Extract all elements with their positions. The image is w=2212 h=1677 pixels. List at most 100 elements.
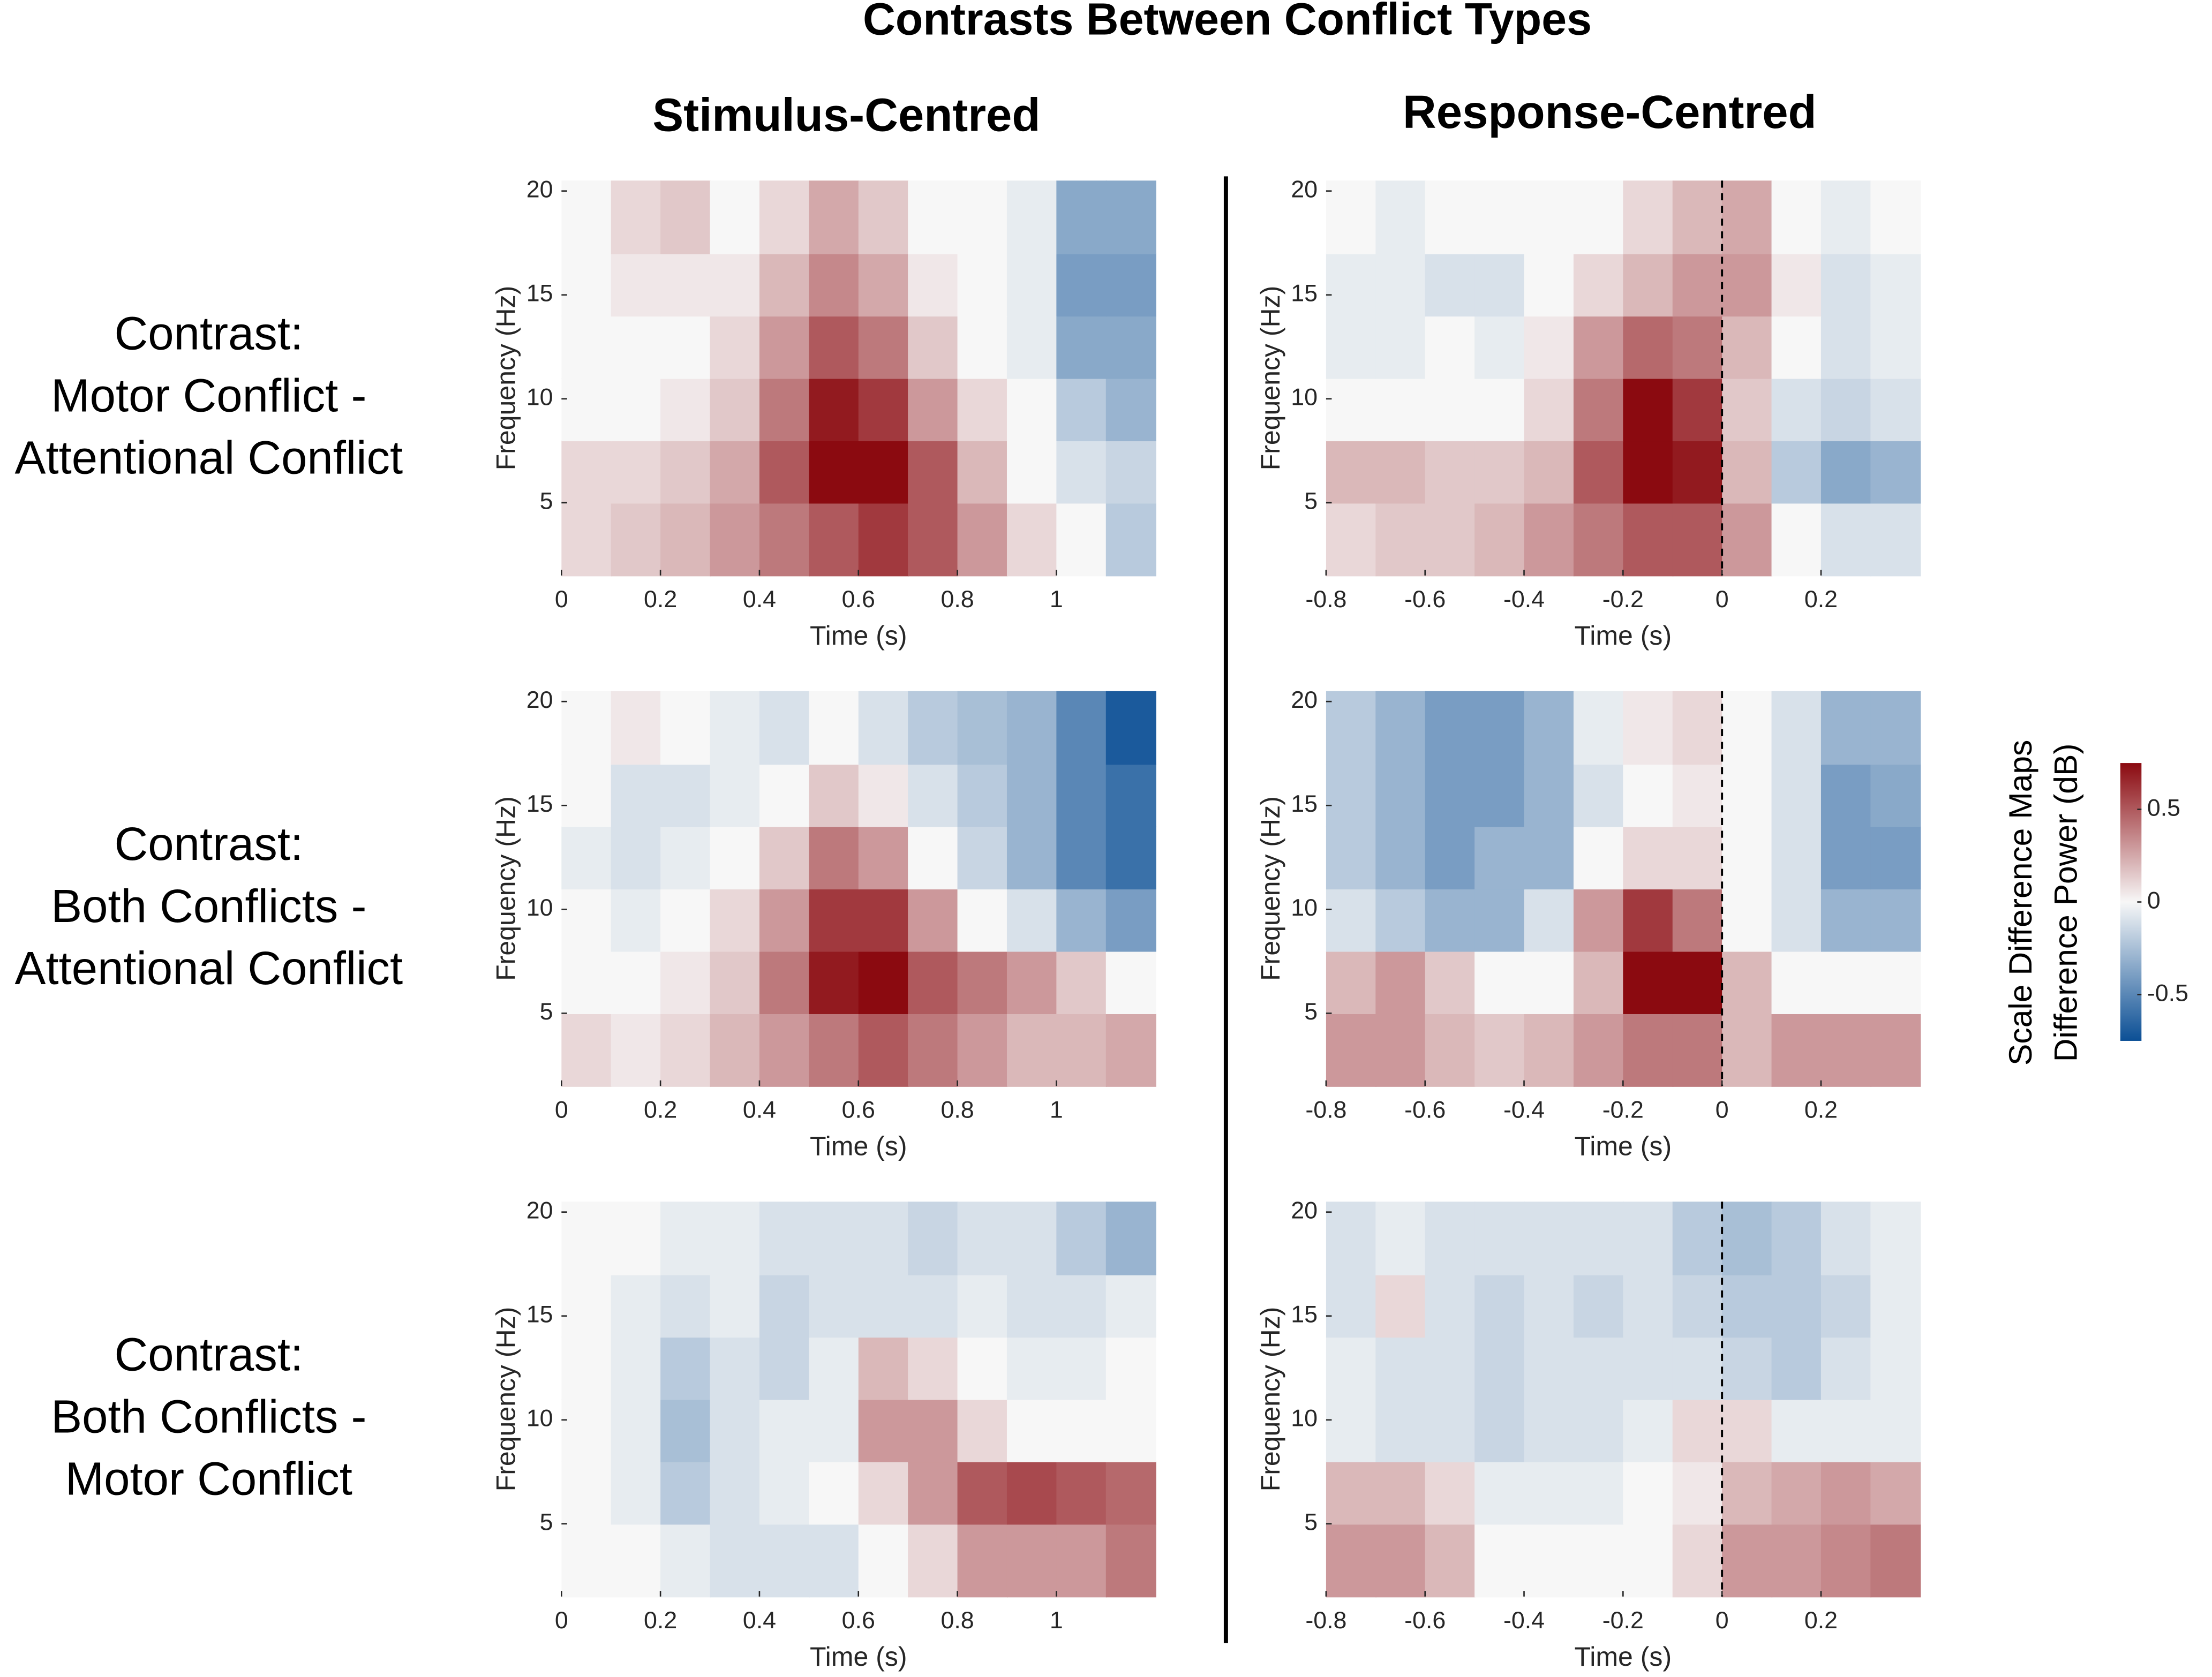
heatmap-cell xyxy=(1820,315,1871,379)
x-tick-label: -0.6 xyxy=(1404,1607,1446,1634)
heatmap-cell xyxy=(1474,180,1525,254)
heatmap-cell xyxy=(1722,950,1773,1014)
x-tick-label: 0 xyxy=(555,586,568,613)
heatmap xyxy=(561,180,1156,577)
heatmap-cell xyxy=(1474,1461,1525,1525)
heatmap xyxy=(561,691,1156,1087)
heatmap-cell xyxy=(611,180,661,254)
heatmap-cell xyxy=(1722,180,1773,254)
heatmap-cell xyxy=(1870,253,1921,317)
heatmap-cell xyxy=(611,1013,661,1087)
heatmap-cell xyxy=(858,315,909,379)
heatmap-cell xyxy=(809,502,860,577)
y-tick-label: 10 xyxy=(526,894,553,921)
heatmap-cell xyxy=(1425,1013,1476,1087)
heatmap-cell xyxy=(1722,502,1773,577)
heatmap-cell xyxy=(1573,440,1624,504)
y-tick-label: 10 xyxy=(526,1405,553,1432)
heatmap-cell xyxy=(1105,1274,1156,1338)
heatmap-cell xyxy=(1672,1461,1723,1525)
figure-title: Contrasts Between Conflict Types xyxy=(863,0,1592,44)
y-tick-label: 20 xyxy=(526,176,553,203)
y-tick-label: 5 xyxy=(540,1509,553,1536)
colorbar-label: Scale Difference Maps xyxy=(2002,740,2038,1066)
heatmap-cell xyxy=(1425,691,1476,765)
heatmap-cell xyxy=(1672,440,1723,504)
heatmap-cell xyxy=(809,1399,860,1463)
heatmap-cell xyxy=(1105,253,1156,317)
heatmap-cell xyxy=(1326,1274,1376,1338)
x-tick-label: -0.4 xyxy=(1503,1096,1545,1123)
heatmap-cell xyxy=(561,826,612,890)
heatmap-cell xyxy=(1056,1399,1107,1463)
heatmap-cell xyxy=(710,950,761,1014)
column-title: Stimulus-Centred xyxy=(652,89,1040,141)
heatmap-cell xyxy=(1870,691,1921,765)
heatmap-cell xyxy=(561,502,612,577)
heatmap-cell xyxy=(759,315,810,379)
colorbar-tick-label: -0.5 xyxy=(2147,979,2188,1006)
heatmap-cell xyxy=(1006,502,1057,577)
heatmap-cell xyxy=(1870,502,1921,577)
heatmap-cell xyxy=(1524,378,1575,442)
heatmap-cell xyxy=(1820,1202,1871,1275)
heatmap-cell xyxy=(1006,764,1057,827)
y-tick-label: 10 xyxy=(1291,384,1318,411)
heatmap-cell xyxy=(1524,315,1575,379)
heatmap-cell xyxy=(1326,691,1376,765)
heatmap-cell xyxy=(1056,315,1107,379)
x-tick-label: 0.8 xyxy=(941,1607,974,1634)
heatmap-cell xyxy=(759,440,810,504)
heatmap-cell xyxy=(1672,502,1723,577)
heatmap-cell xyxy=(1105,180,1156,254)
x-axis-label: Time (s) xyxy=(1575,621,1672,651)
heatmap-cell xyxy=(1672,378,1723,442)
heatmap-cell xyxy=(759,888,810,952)
heatmap-cell xyxy=(1623,826,1674,890)
heatmap-cell xyxy=(957,764,1008,827)
x-tick-label: -0.8 xyxy=(1305,1096,1346,1123)
heatmap-cell xyxy=(1771,502,1822,577)
heatmap-cell xyxy=(1623,1461,1674,1525)
y-axis-label: Frequency (Hz) xyxy=(1255,1307,1285,1492)
heatmap-cell xyxy=(1474,1399,1525,1463)
x-tick-label: 0.2 xyxy=(644,1607,677,1634)
x-tick-label: 1 xyxy=(1050,586,1063,613)
heatmap-cell xyxy=(957,1399,1008,1463)
y-tick-label: 15 xyxy=(526,790,553,817)
heatmap-cell xyxy=(660,315,711,379)
x-axis-label: Time (s) xyxy=(810,621,907,651)
heatmap-cell xyxy=(1771,315,1822,379)
heatmap-cell xyxy=(957,1461,1008,1525)
row-title: Attentional Conflict xyxy=(15,942,403,994)
x-tick-label: -0.6 xyxy=(1404,586,1446,613)
heatmap-cell xyxy=(1672,691,1723,765)
heatmap-cell xyxy=(759,764,810,827)
heatmap-cell xyxy=(759,502,810,577)
heatmap-cell xyxy=(1105,1336,1156,1400)
heatmap-cell xyxy=(660,440,711,504)
heatmap-cell xyxy=(1524,1523,1575,1598)
heatmap-cell xyxy=(1056,253,1107,317)
heatmap-cell xyxy=(1771,826,1822,890)
heatmap-cell xyxy=(561,440,612,504)
heatmap-cell xyxy=(1623,691,1674,765)
heatmap-cell xyxy=(1573,691,1624,765)
heatmap-cell xyxy=(1771,764,1822,827)
heatmap-cell xyxy=(561,1399,612,1463)
heatmap-cell xyxy=(561,180,612,254)
heatmap-cell xyxy=(1375,1013,1426,1087)
heatmap-cell xyxy=(957,1202,1008,1275)
heatmap-cell xyxy=(1006,1523,1057,1598)
heatmap-cell xyxy=(1771,1274,1822,1338)
heatmap-cell xyxy=(660,1202,711,1275)
x-axis-label: Time (s) xyxy=(1575,1131,1672,1161)
heatmap-cell xyxy=(710,764,761,827)
heatmap-cell xyxy=(908,1336,959,1400)
heatmap-cell xyxy=(1326,826,1376,890)
x-tick-label: -0.2 xyxy=(1602,1096,1644,1123)
heatmap-cell xyxy=(1326,1523,1376,1598)
heatmap-cell xyxy=(1425,253,1476,317)
heatmap-cell xyxy=(1105,1013,1156,1087)
